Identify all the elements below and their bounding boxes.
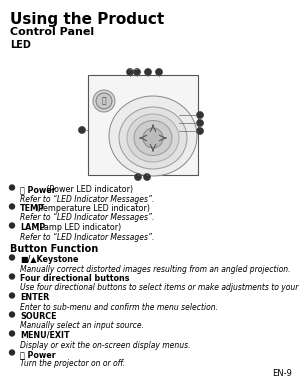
Text: ⏻ Power: ⏻ Power [20, 185, 56, 194]
Circle shape [196, 119, 203, 126]
Text: MENU/EXIT: MENU/EXIT [20, 331, 70, 340]
Circle shape [9, 203, 15, 210]
Circle shape [145, 69, 152, 75]
Text: Control Panel: Control Panel [10, 27, 94, 37]
Text: Enter to sub-menu and confirm the menu selection.: Enter to sub-menu and confirm the menu s… [20, 303, 218, 311]
Text: Manually select an input source.: Manually select an input source. [20, 321, 144, 331]
Text: EN-9: EN-9 [272, 369, 292, 378]
Circle shape [96, 93, 112, 109]
Text: SOURCE: SOURCE [20, 312, 56, 321]
Circle shape [196, 111, 203, 118]
Text: TEMP: TEMP [20, 204, 45, 213]
Circle shape [9, 349, 15, 356]
Ellipse shape [109, 96, 197, 176]
Text: Using the Product: Using the Product [10, 12, 164, 27]
Text: (Power LED indicator): (Power LED indicator) [44, 185, 133, 194]
Text: ⏻: ⏻ [102, 97, 106, 105]
Ellipse shape [93, 90, 115, 112]
Circle shape [134, 173, 142, 180]
Circle shape [134, 69, 140, 75]
Circle shape [9, 184, 15, 191]
Text: Turn the projector on or off.: Turn the projector on or off. [20, 360, 125, 368]
Text: LED: LED [10, 40, 31, 50]
Ellipse shape [119, 107, 187, 169]
Circle shape [9, 273, 15, 280]
Text: Use four directional buttons to select items or make adjustments to your  select: Use four directional buttons to select i… [20, 283, 300, 293]
Circle shape [155, 69, 163, 75]
Circle shape [127, 69, 134, 75]
Text: ENTER: ENTER [20, 293, 49, 302]
Circle shape [9, 222, 15, 229]
Text: (Temperature LED indicator): (Temperature LED indicator) [34, 204, 150, 213]
Text: ⏻ Power: ⏻ Power [20, 350, 56, 359]
Text: Button Function: Button Function [10, 244, 98, 254]
Circle shape [143, 173, 151, 180]
Text: Manually correct distorted images resulting from an angled projection.: Manually correct distorted images result… [20, 265, 290, 273]
Text: ■/▲Keystone: ■/▲Keystone [20, 255, 79, 264]
Circle shape [9, 330, 15, 337]
Circle shape [196, 128, 203, 134]
Ellipse shape [127, 114, 179, 162]
Text: Refer to “LED Indicator Messages”.: Refer to “LED Indicator Messages”. [20, 232, 154, 242]
Text: Display or exit the on-screen display menus.: Display or exit the on-screen display me… [20, 340, 190, 350]
Ellipse shape [134, 121, 172, 155]
Bar [88, 75, 198, 175]
Text: Refer to “LED Indicator Messages”.: Refer to “LED Indicator Messages”. [20, 195, 154, 203]
Circle shape [9, 254, 15, 261]
Circle shape [9, 311, 15, 318]
Circle shape [9, 292, 15, 299]
Circle shape [143, 128, 163, 148]
Text: Four directional buttons: Four directional buttons [20, 274, 130, 283]
Text: (Lamp LED indicator): (Lamp LED indicator) [34, 223, 121, 232]
Text: LAMP: LAMP [20, 223, 45, 232]
Circle shape [79, 126, 86, 134]
Text: Refer to “LED Indicator Messages”.: Refer to “LED Indicator Messages”. [20, 213, 154, 223]
